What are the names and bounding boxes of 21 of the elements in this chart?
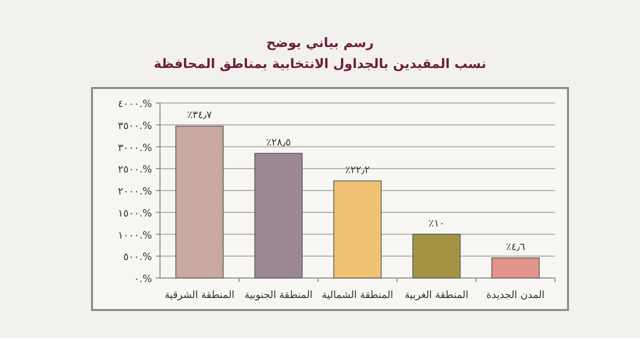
y-tick-label: ٤٠٠٠.% [118, 99, 152, 110]
chart-title: رسم بياني يوضح [266, 36, 374, 51]
y-tick-label: ٥٠٠.% [123, 252, 152, 264]
y-tick-label: ١٠٠٠.% [118, 230, 152, 242]
data-label: ٪٢٨٫٥ [266, 137, 291, 148]
x-tick-label: المنطقة الجنوبية [244, 290, 313, 301]
y-tick-label: ٠.% [134, 274, 152, 285]
y-tick-label: ٢٠٠٠.% [118, 186, 152, 198]
x-tick-label: المنطقة الغربية [404, 290, 468, 301]
y-tick-label: ١٥٠٠.% [118, 208, 152, 220]
x-tick-label: المنطقة الشرقية [164, 290, 234, 301]
data-label: ٪٣٤٫٧ [187, 110, 212, 122]
x-tick-label: المدن الجديدة [486, 290, 545, 301]
data-label: ٪١٠ [428, 218, 445, 230]
data-label: ٪٢٢٫٢ [345, 164, 370, 176]
x-tick-label: المنطقة الشمالية [322, 290, 394, 301]
y-tick-label: ٣٠٠٠.% [118, 142, 152, 154]
y-tick-label: ٣٥٠٠.% [118, 120, 152, 132]
chart-subtitle: نسب المقيدين بالجداول الانتخابية بمناطق المحافظة [154, 57, 486, 72]
y-tick-label: ٢٥٠٠.% [118, 164, 152, 176]
data-label: ٪٤٫٦ [506, 242, 526, 253]
